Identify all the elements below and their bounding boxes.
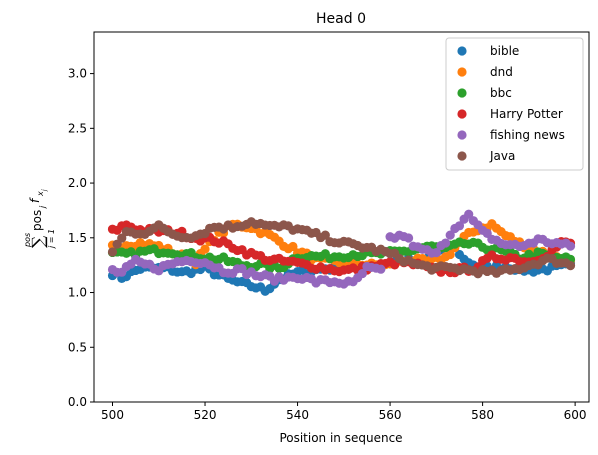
legend-marker <box>457 88 467 98</box>
y-tick-label: 2.0 <box>68 176 87 190</box>
legend-marker <box>457 109 467 119</box>
y-tick-label: 1.5 <box>68 231 87 245</box>
y-label-term-sub: j <box>38 205 47 209</box>
data-point <box>431 248 441 258</box>
legend-marker <box>457 67 467 77</box>
series-fishing-news <box>107 209 576 289</box>
x-axis-ticks: 500 520 540 560 580 600 <box>101 402 587 422</box>
x-tick-label: 520 <box>194 408 217 422</box>
data-point <box>107 247 118 257</box>
legend-label: bbc <box>490 86 512 100</box>
data-point <box>445 230 455 240</box>
y-label-f-sub: x <box>36 191 45 197</box>
data-point <box>200 244 210 254</box>
legend: bible dnd bbc Harry Potter fishing news Java <box>445 37 584 171</box>
data-point <box>454 221 465 231</box>
x-axis-label: Position in sequence <box>279 431 402 445</box>
x-tick-label: 500 <box>101 408 124 422</box>
legend-label: Harry Potter <box>490 107 563 121</box>
data-point <box>288 241 298 252</box>
legend-box <box>445 37 584 171</box>
y-label-sum-upper: pos <box>23 233 32 248</box>
data-point <box>565 260 576 271</box>
y-tick-label: 0.5 <box>68 340 87 354</box>
plot-area <box>93 31 590 403</box>
legend-marker <box>457 130 467 140</box>
x-tick-label: 540 <box>286 408 309 422</box>
data-point <box>376 264 386 274</box>
data-point <box>403 233 414 243</box>
legend-label: Java <box>489 149 515 163</box>
series-java <box>107 217 576 279</box>
legend-marker <box>457 151 467 161</box>
y-axis-ticks: 0.0 0.5 1.0 1.5 2.0 2.5 3.0 <box>68 67 94 409</box>
data-point <box>357 268 367 279</box>
legend-marker <box>457 46 467 56</box>
y-label-sum-lower: j = 1 <box>47 229 56 249</box>
x-tick-label: 600 <box>564 408 587 422</box>
chart-title: Head 0 <box>316 11 366 27</box>
y-tick-label: 1.0 <box>68 286 87 300</box>
y-label-f-subsub: j <box>41 189 48 192</box>
data-point <box>565 241 576 251</box>
plot-frame <box>93 31 590 403</box>
y-tick-label: 2.5 <box>68 121 87 135</box>
data-points <box>107 209 576 296</box>
legend-label: fishing news <box>490 128 565 142</box>
y-label-f: f <box>28 197 42 203</box>
data-point <box>464 209 474 219</box>
y-label-term: pos <box>30 210 44 231</box>
x-tick-label: 580 <box>471 408 494 422</box>
y-tick-label: 0.0 <box>68 395 87 409</box>
y-tick-label: 3.0 <box>68 67 87 81</box>
data-point <box>445 249 455 260</box>
data-point <box>440 238 451 248</box>
data-point <box>320 230 330 240</box>
y-axis-label: pos ∑ j = 1 pos j f x j <box>23 189 56 249</box>
y-label-sigma: ∑ <box>29 236 49 248</box>
legend-label: bible <box>490 44 519 58</box>
x-tick-label: 560 <box>379 408 402 422</box>
data-point <box>117 233 127 243</box>
legend-label: dnd <box>490 65 513 79</box>
